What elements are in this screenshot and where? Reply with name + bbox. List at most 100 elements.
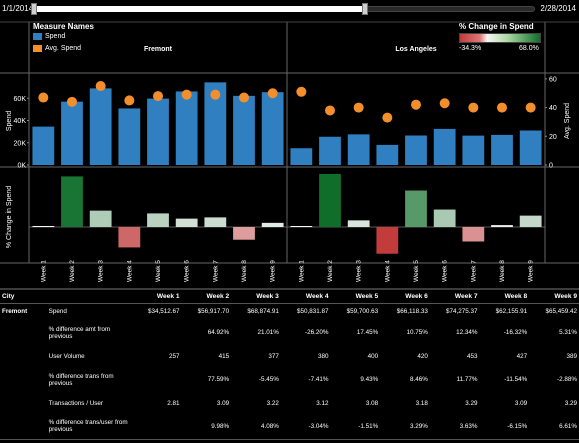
- y-tick-label-right: 60: [549, 76, 557, 83]
- change-legend-gradient[interactable]: [459, 33, 541, 43]
- table-row: % difference trans/user from previous 9.9…: [0, 414, 579, 439]
- avg-spend-point: [468, 102, 479, 113]
- table-cell-city: [0, 392, 47, 414]
- legend-label-spend: Spend: [45, 33, 66, 40]
- table-cell-city: [0, 367, 47, 392]
- avg-spend-point: [239, 92, 249, 103]
- table-cell-value: -5.45%: [258, 376, 279, 383]
- change-legend-min: -34.3%: [459, 45, 482, 52]
- y-axis-title-pct-change: % Change in Spend: [6, 186, 13, 248]
- pct-change-bar: [433, 209, 456, 227]
- pct-change-bar: [319, 174, 341, 227]
- table-cell-measure: Transactions / User: [48, 399, 103, 407]
- table-row: Transactions / User 2.81 3.09 3.22 3.12 3.08 3…: [0, 392, 579, 414]
- date-range-end-label: 2/28/2014: [540, 4, 576, 13]
- table-cell-value: 11.77%: [456, 376, 478, 383]
- table-cell-value: 5.31%: [559, 329, 577, 336]
- y-tick-label-left: 40K: [14, 118, 27, 125]
- avg-spend-point: [95, 81, 106, 92]
- table-row: Los AngelesSpend$15,074.84$25,377.25$27,…: [0, 438, 579, 443]
- pct-change-bar: [519, 215, 542, 227]
- legend-swatch-spend: [33, 33, 42, 40]
- legend-swatch-avg-spend: [33, 45, 42, 52]
- legend-item-avg-spend[interactable]: Avg. Spend: [33, 45, 81, 52]
- table-cell-measure: % difference trans/user from previous: [48, 419, 128, 434]
- table-cell-value: 4.08%: [260, 422, 279, 430]
- table-cell-city: [0, 320, 47, 345]
- table-cell-value: $32,438.01: [380, 438, 430, 443]
- table-cell-value: 3.08: [365, 399, 379, 407]
- table-cell-measure: Spend: [48, 308, 67, 316]
- table-cell-value: 3.12: [316, 399, 329, 407]
- x-tick-label-week: Week 2: [327, 260, 334, 282]
- table-cell-value: 400: [367, 352, 379, 360]
- date-range-slider-selection[interactable]: [33, 6, 365, 12]
- avg-spend-point: [210, 89, 221, 100]
- table-cell-value: 3.22: [266, 399, 279, 407]
- y-tick-label-right: 20: [549, 134, 557, 141]
- pct-change-bar: [376, 227, 399, 254]
- date-range-end-handle[interactable]: [362, 3, 368, 15]
- table-cell-value: 6.61%: [559, 422, 577, 430]
- table-cell-value: $18,060.81: [280, 438, 331, 443]
- table-cell-value: $59,700.63: [346, 308, 379, 316]
- table-cell-value: 453: [467, 352, 478, 360]
- table-cell-value: 9.98%: [211, 422, 230, 430]
- spend-bar: [89, 88, 112, 165]
- table-cell-value: 8.46%: [409, 376, 428, 383]
- table-cell-value: [132, 414, 182, 439]
- avg-spend-point: [38, 92, 49, 103]
- table-row: Fremont Spend $34,512.67 $56,917.70 $68,874.…: [0, 303, 579, 320]
- x-tick-label-week: Week 1: [40, 260, 47, 282]
- table-cell-value: 415: [218, 352, 230, 360]
- table-header-week: Week 5: [330, 291, 381, 304]
- data-table: City Week 1 Week 2 Week 3 Week 4 Week 5 Week 6…: [0, 291, 579, 443]
- y-tick-label-right: 40: [549, 105, 557, 112]
- table-cell-value: 3.18: [415, 399, 428, 407]
- x-tick-label-week: Week 2: [69, 260, 76, 282]
- pct-change-bar: [61, 176, 83, 227]
- table-cell-value: 257: [168, 352, 180, 360]
- table-header-week: Week 2: [181, 291, 232, 304]
- x-tick-label-week: Week 3: [98, 260, 105, 282]
- pct-change-bar: [89, 210, 112, 227]
- table-cell-value: $25,377.25: [181, 438, 232, 443]
- pct-change-bar: [233, 227, 255, 240]
- table-cell-value: 3.29%: [409, 422, 428, 430]
- table-header-week: Week 8: [479, 291, 530, 304]
- legend-item-spend[interactable]: Spend: [33, 33, 65, 40]
- y-axis-title-avg-spend: Avg. Spend: [564, 103, 571, 139]
- x-tick-label-week: Week 3: [356, 260, 363, 282]
- table-cell-value: 389: [566, 352, 577, 360]
- table-cell-value: $27,539.90: [231, 438, 281, 443]
- table-cell-value: $74,275.37: [446, 308, 478, 316]
- spend-bar: [376, 144, 399, 165]
- table-cell-value: 9.43%: [360, 376, 379, 383]
- table-header-week: Week 7: [429, 291, 480, 304]
- table-row: % difference trans from previous 77.59% -5…: [0, 367, 579, 392]
- legend-title: Measure Names: [33, 22, 94, 31]
- table-cell-value: $62,155.91: [495, 308, 528, 316]
- table-row: % difference amt from previous 64.92% 21.0…: [0, 320, 579, 345]
- pct-change-bar: [261, 222, 284, 227]
- date-range-start-handle[interactable]: [31, 3, 37, 15]
- table-cell-value: $34,512.67: [147, 308, 180, 316]
- spend-bar: [347, 134, 370, 165]
- legend-label-avg-spend: Avg. Spend: [45, 45, 82, 52]
- change-legend-title: % Change in Spend: [459, 22, 534, 31]
- avg-spend-point: [267, 88, 278, 99]
- spend-bar: [405, 135, 427, 165]
- table-cell-value: 377: [268, 352, 279, 360]
- table-cell-value: -1.51%: [358, 422, 379, 430]
- avg-spend-point: [296, 86, 307, 97]
- table-cell-value: -26.20%: [305, 329, 329, 336]
- spend-bar: [32, 126, 55, 165]
- spend-bar: [319, 136, 341, 165]
- table-header-week: Week 3: [231, 291, 281, 304]
- spend-bar: [175, 91, 198, 165]
- table-cell-measure: % difference trans from previous: [48, 372, 114, 387]
- avg-spend-point: [353, 102, 364, 113]
- table-header-week: Week 9: [529, 291, 579, 304]
- avg-spend-point: [382, 112, 393, 123]
- table-cell-measure: Spend: [46, 438, 132, 443]
